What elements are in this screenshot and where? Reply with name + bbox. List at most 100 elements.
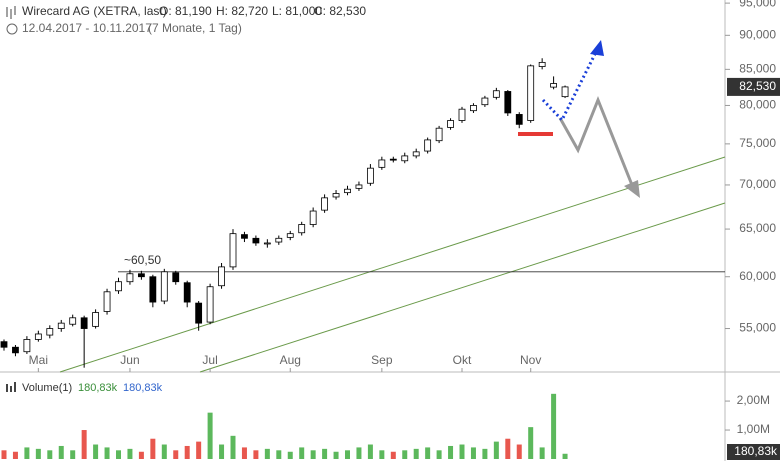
volume-tick-label: 1,00M (737, 422, 770, 436)
candle-body (195, 302, 203, 324)
candle-body (183, 282, 191, 303)
y-tick-label: 90,000 (739, 27, 776, 41)
candle-body (218, 266, 225, 287)
volume-bar (81, 430, 87, 459)
period: (7 Monate, 1 Tag) (148, 21, 242, 35)
volume-bar (367, 444, 373, 459)
candle-body (241, 234, 248, 239)
volume-bar (470, 447, 476, 459)
candle-body (447, 120, 454, 128)
volume-bar (93, 444, 99, 459)
candle-body (69, 317, 77, 325)
candle-body (34, 333, 42, 340)
candle-body (389, 158, 397, 161)
candle-body (286, 233, 294, 238)
volume-bar (551, 393, 557, 459)
volume-bar (299, 447, 305, 459)
volume-bar (493, 441, 499, 459)
candle-body (115, 281, 122, 292)
volume-bar (528, 427, 534, 459)
candle-body (481, 97, 489, 106)
ohlc-open: O: 81,190 (159, 4, 212, 18)
volume-bar (1, 450, 7, 459)
chart-title: Wirecard AG (XETRA, last) (22, 4, 167, 18)
y-tick-label: 55,000 (739, 321, 776, 335)
candle-body (561, 86, 569, 98)
volume-bar (12, 451, 18, 459)
candle-body (492, 90, 500, 98)
volume-bar (138, 451, 144, 459)
volume-bar (127, 448, 133, 459)
candle-body (515, 114, 523, 125)
volume-legend-average: 180,83k (123, 382, 163, 394)
candle-body (252, 237, 260, 244)
clock-icon (6, 23, 18, 35)
volume-bar (276, 450, 282, 459)
volume-bar (448, 445, 454, 459)
ohlc-icon (6, 6, 16, 19)
volume-bar (47, 450, 53, 459)
volume-bar (70, 450, 76, 459)
volume-bar (116, 450, 121, 459)
x-tick-label: Okt (453, 353, 472, 367)
gray-arrow (558, 95, 636, 191)
candle-body (103, 291, 111, 312)
candle-body (229, 233, 237, 268)
y-tick-label: 95,000 (739, 0, 776, 9)
volume-bar (379, 450, 385, 459)
last-volume-label: 180,83k (734, 444, 778, 458)
candle-body (137, 273, 145, 278)
volume-bar (390, 451, 396, 459)
candle-body (12, 346, 19, 354)
y-tick-label: 70,000 (739, 177, 776, 191)
volume-icon (6, 382, 16, 392)
candle-body (160, 271, 168, 302)
candle-body (263, 242, 271, 245)
volume-bar (35, 448, 41, 459)
y-tick-label: 65,000 (739, 221, 776, 235)
level-label: ~60,50 (124, 253, 161, 267)
y-tick-label: 75,000 (739, 136, 776, 150)
volume-bar (356, 447, 362, 459)
date-range: 12.04.2017 - 10.11.2017 (22, 21, 152, 35)
last-price-label: 82,530 (739, 79, 776, 93)
candle-body (172, 272, 180, 283)
volume-bar (425, 447, 431, 459)
x-tick-label: Sep (371, 353, 393, 367)
candle-body (435, 127, 443, 142)
candle-body (538, 61, 546, 67)
volume-bar (402, 450, 408, 459)
x-tick-label: Jun (120, 353, 139, 367)
volume-bar (104, 447, 110, 459)
volume-bar (516, 444, 522, 459)
x-tick-label: Aug (280, 353, 301, 367)
y-tick-label: 80,000 (739, 98, 776, 112)
ohlc-low: L: 81,000 (272, 4, 322, 18)
volume-bar (184, 445, 190, 459)
candle-body (92, 312, 99, 327)
volume-legend-name: Volume(1) (22, 382, 72, 394)
trend-line (59, 156, 726, 373)
candle-body (401, 155, 409, 162)
volume-bar (287, 451, 293, 459)
volume-bar (161, 444, 167, 459)
volume-bar (436, 450, 442, 459)
x-tick-label: Mai (29, 353, 48, 367)
volume-bar (482, 448, 488, 459)
candle-body (46, 328, 54, 336)
candle-body (149, 276, 157, 303)
candle-body (57, 322, 65, 329)
candle-body (470, 105, 477, 112)
volume-bar (459, 444, 465, 459)
volume-bar (230, 435, 236, 459)
candle-body (275, 237, 283, 243)
volume-bar (196, 441, 202, 459)
volume-bar (241, 447, 247, 459)
candle-body (550, 83, 557, 88)
ohlc-high: H: 82,720 (216, 4, 268, 18)
volume-bar (58, 445, 64, 459)
volume-bar (333, 451, 339, 459)
trend-line (199, 202, 726, 373)
